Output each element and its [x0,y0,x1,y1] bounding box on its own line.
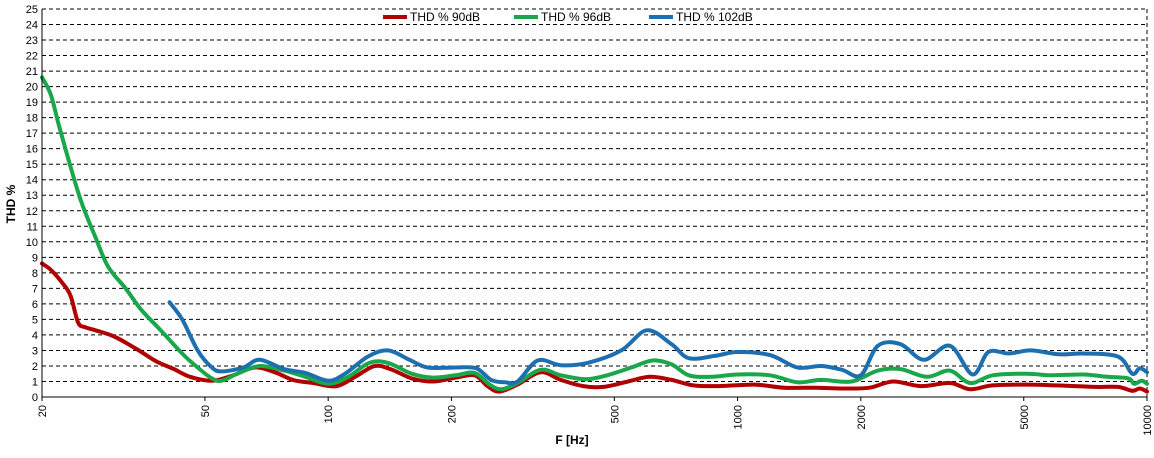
x-tick-label: 10000 [1142,405,1154,436]
series-lines [40,75,1149,394]
y-tick-label: 5 [32,314,38,326]
x-axis-title: F [Hz] [555,433,588,447]
y-tick-labels: 0123456789101112131415161718192021222324… [26,4,38,404]
y-tick-label: 0 [32,392,38,404]
x-tick-label: 20 [37,405,49,417]
y-tick-label: 1 [32,376,38,388]
x-tick-label: 200 [446,405,458,423]
y-tick-label: 20 [26,82,38,94]
y-tick-label: 3 [32,345,38,357]
series-line-2 [40,75,1149,392]
y-tick-label: 14 [26,175,38,187]
y-tick-label: 16 [26,144,38,156]
x-tick-label: 1000 [733,405,745,429]
y-tick-label: 7 [32,283,38,295]
y-tick-label: 15 [26,159,38,171]
y-tick-label: 23 [26,35,38,47]
y-tick-label: 6 [32,299,38,311]
y-tick-label: 8 [32,268,38,280]
y-tick-label: 4 [32,330,38,342]
x-tick-label: 100 [323,405,335,423]
y-tick-label: 9 [32,252,38,264]
series-line-1 [40,261,1149,394]
y-tick-label: 19 [26,97,38,109]
y-tick-label: 25 [26,4,38,16]
x-tick-label: 5000 [1019,405,1031,429]
x-tick-labels: 20 50 100 200 500 1000 2000 5000 10000 [37,397,1154,436]
y-tick-label: 18 [26,113,38,125]
y-tick-label: 21 [26,66,38,78]
x-tick-label: 50 [200,405,212,417]
x-tick-label: 2000 [856,405,868,429]
y-tick-label: 22 [26,51,38,63]
y-tick-label: 12 [26,206,38,218]
legend: THD % 90dB THD % 96dB THD % 102dB [383,10,753,24]
y-tick-label: 24 [26,20,38,32]
y-tick-label: 11 [27,221,38,233]
legend-label: THD % 102dB [676,10,753,24]
y-tick-label: 17 [26,128,38,140]
legend-label: THD % 90dB [410,10,480,24]
legend-label: THD % 96dB [541,10,611,24]
y-axis-title: THD % [4,184,18,223]
y-tick-label: 10 [26,237,38,249]
x-tick-label: 500 [609,405,621,423]
y-tick-label: 13 [26,190,38,202]
y-tick-label: 2 [32,361,38,373]
series-line-3 [167,300,1149,386]
gridlines [42,8,1148,397]
